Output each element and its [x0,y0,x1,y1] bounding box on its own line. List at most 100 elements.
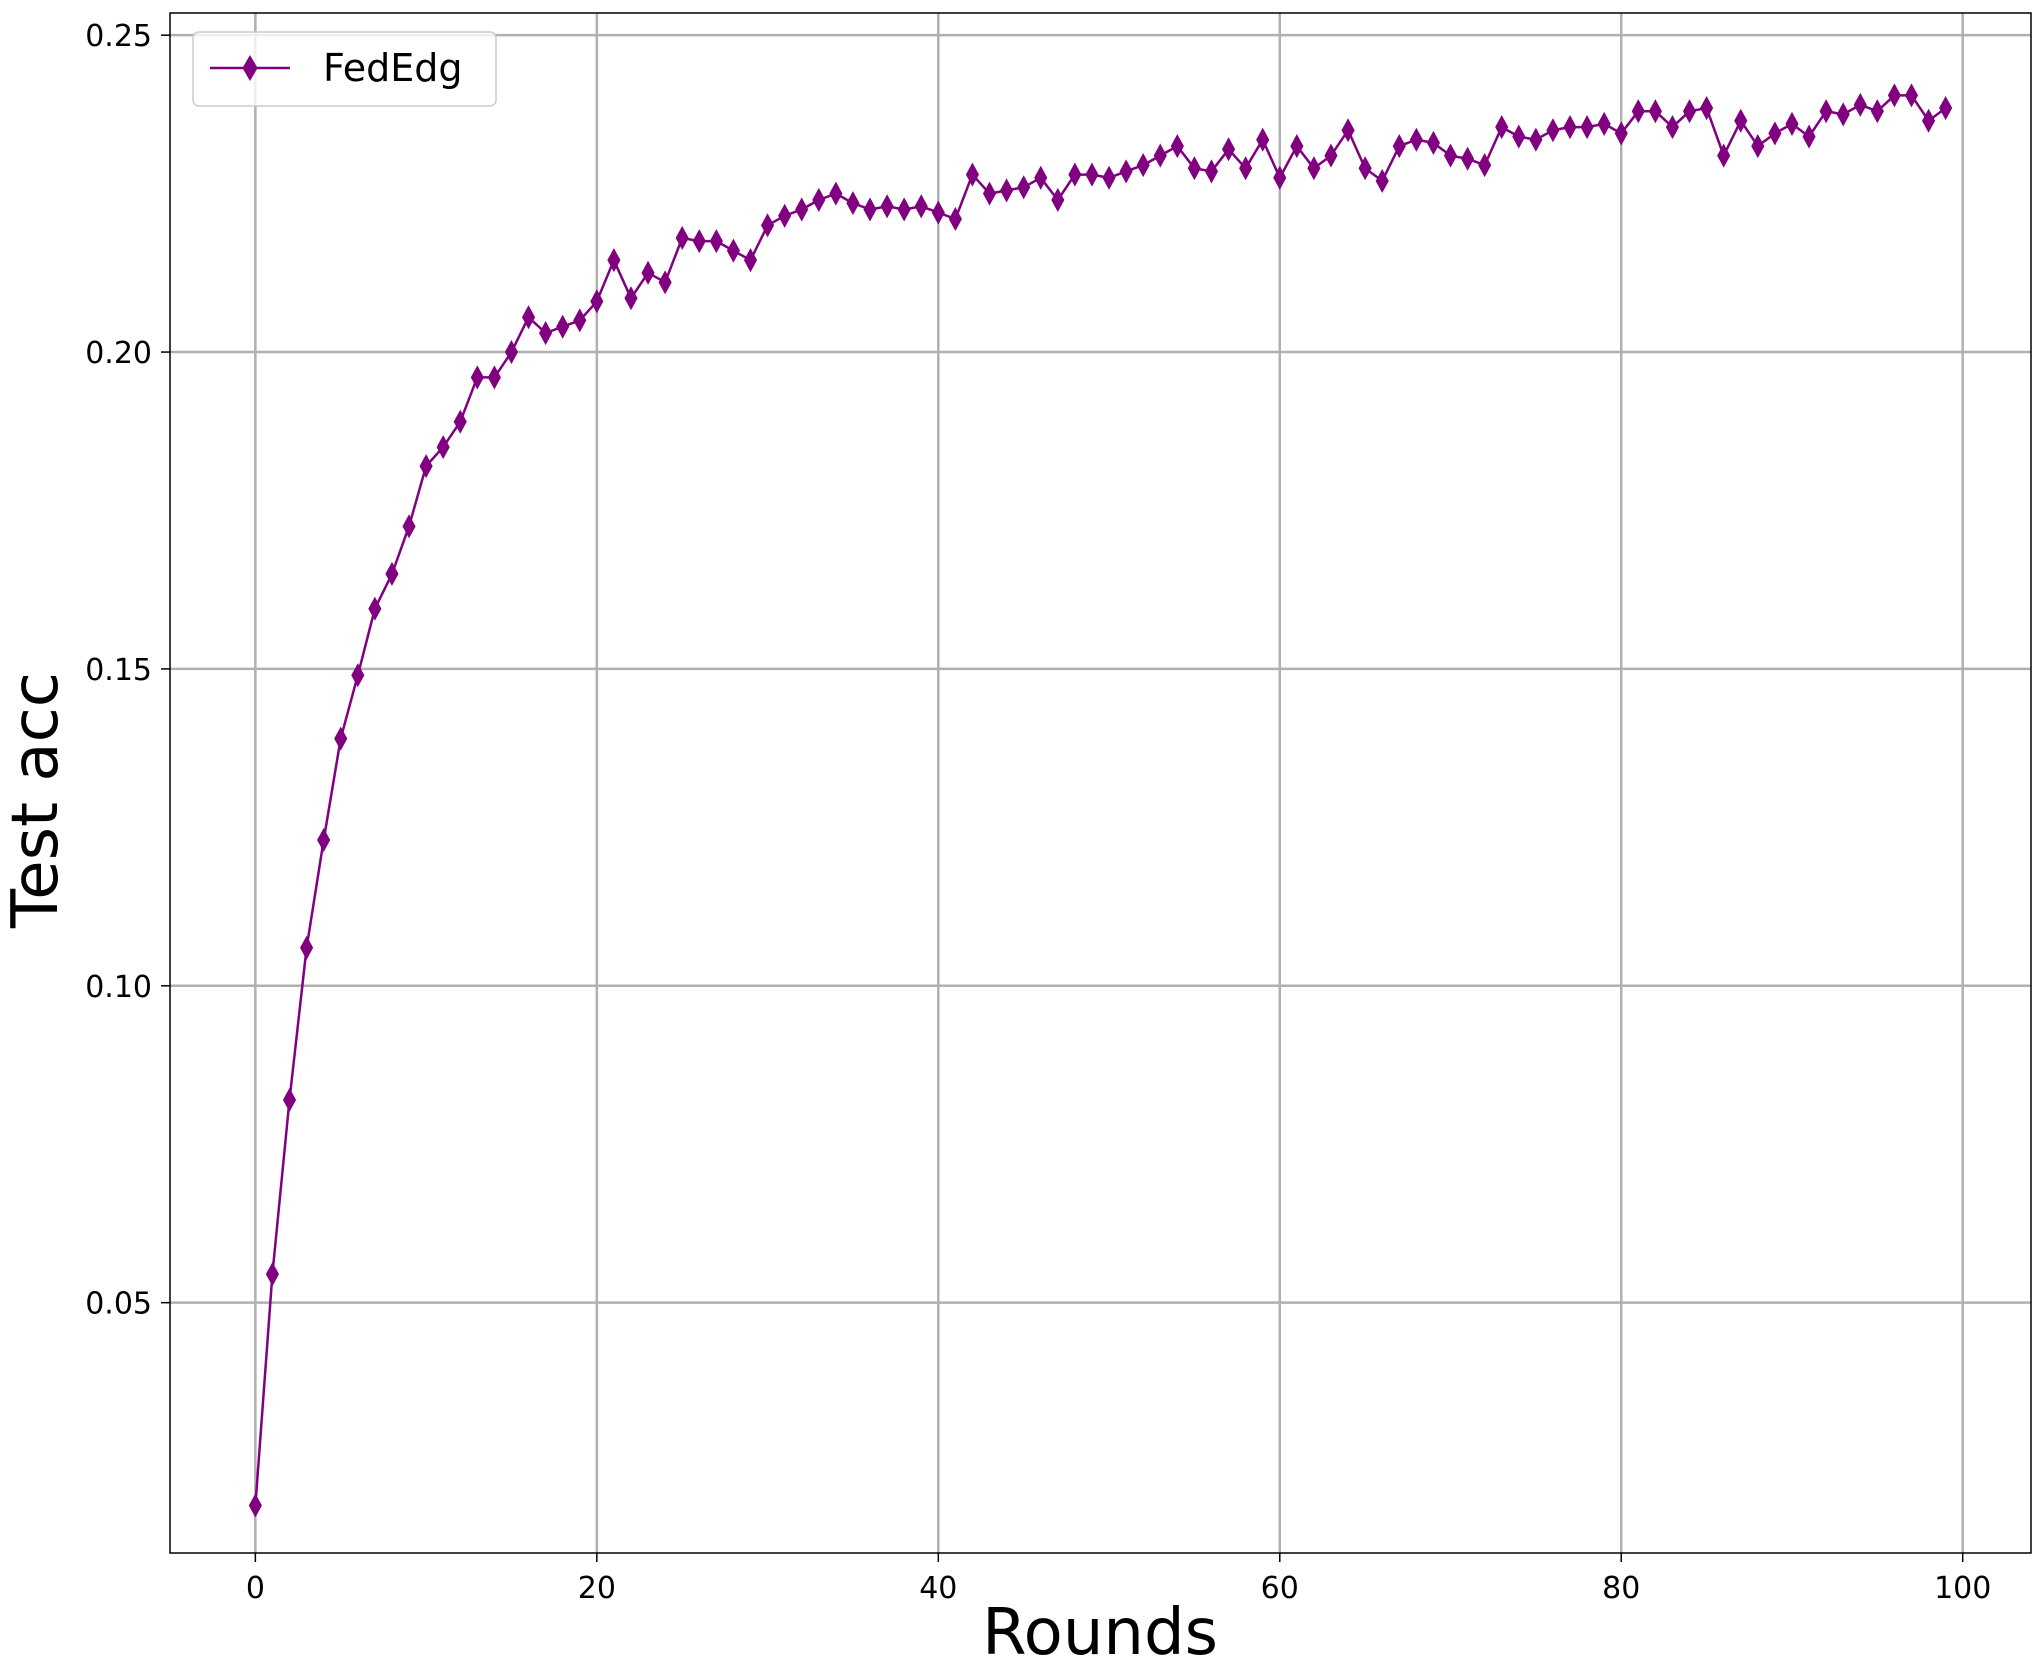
data-point [1836,102,1850,127]
data-point [1204,159,1219,184]
data-point [368,596,382,621]
data-point [1443,143,1458,168]
data-point [1017,175,1031,200]
data-point [453,409,467,434]
legend-box [192,31,497,107]
y-tick-label: 0.10 [85,970,152,1005]
data-point [795,197,809,222]
data-point [1495,115,1509,140]
legend-label-fededg: FedEdg [323,46,463,90]
data-point [812,187,826,212]
data-point [760,213,775,238]
y-tick-label: 0.25 [85,19,152,54]
data-point [1597,111,1611,136]
data-point [1563,115,1577,140]
data-point [897,197,911,222]
data-point [1614,121,1628,146]
data-point [1358,156,1372,181]
legend: FedEdg [192,31,497,107]
data-point [1239,156,1253,181]
data-point [573,308,587,333]
data-point [641,260,655,285]
data-point [1751,134,1765,159]
data-point [658,270,672,295]
data-point [1785,111,1799,136]
data-point [351,663,365,688]
data-point [1290,134,1304,159]
data-point [385,561,399,586]
data-point [1426,130,1440,155]
y-tick-label: 0.20 [85,336,152,371]
data-point [948,206,962,232]
data-point [487,365,501,390]
data-point [1478,153,1492,178]
x-tick-label: 0 [246,1571,265,1606]
data-point [1341,118,1355,143]
data-point [1853,92,1867,117]
data-point [1409,127,1423,152]
data-point [1068,162,1082,187]
data-point [1904,83,1919,108]
x-tick-label: 40 [919,1571,957,1606]
data-point [1153,143,1167,168]
data-point [624,286,638,311]
data-point [590,289,604,314]
data-point [470,365,484,390]
data-point [1324,143,1338,168]
data-point [1529,127,1543,152]
data-point [829,181,843,206]
data-point [419,454,433,479]
x-axis-title: Rounds [982,1596,1218,1670]
data-point [436,435,450,460]
data-point [1682,99,1697,124]
data-point [1461,146,1475,171]
data-point [1392,134,1406,159]
data-point [1887,83,1901,108]
data-point [914,194,928,219]
data-point [1819,99,1833,124]
data-point [1051,187,1065,212]
data-point [1665,115,1680,140]
ticks: 0 20 40 60 80 100 0.05 0.10 0.15 0.20 0.25 [85,19,1991,1606]
data-point [743,248,758,273]
data-point [317,827,331,853]
data-point [692,229,706,254]
data-point [607,248,621,273]
data-point [726,238,740,263]
data-point [965,162,980,187]
series-layer [248,83,1953,1518]
data-point [1717,143,1731,168]
data-point [846,191,860,216]
data-point [1921,108,1936,133]
data-point [1870,99,1884,124]
data-point [1273,165,1287,190]
data-point [334,726,348,751]
legend-marker-fededg [242,55,258,81]
data-point [982,181,997,206]
data-point [778,203,792,228]
y-tick-label: 0.05 [85,1287,152,1322]
data-point [1119,159,1133,184]
series-line-fededg [254,94,1947,1506]
y-axis-title: Test acc [0,672,73,929]
data-point [300,935,314,960]
data-point [1000,178,1014,203]
data-point [282,1087,297,1112]
data-point [863,197,877,222]
plot-frame [169,12,2032,1554]
data-point [1136,153,1150,178]
y-tick-label: 0.15 [85,653,152,688]
data-point [931,200,945,225]
data-point [521,305,536,330]
data-point [1085,162,1099,187]
data-point [1546,118,1560,143]
data-point [709,229,723,254]
data-point [504,340,519,365]
data-point [1802,124,1816,149]
x-tick-label: 100 [1934,1571,1991,1606]
data-point [1734,108,1748,133]
data-point [1768,121,1782,146]
